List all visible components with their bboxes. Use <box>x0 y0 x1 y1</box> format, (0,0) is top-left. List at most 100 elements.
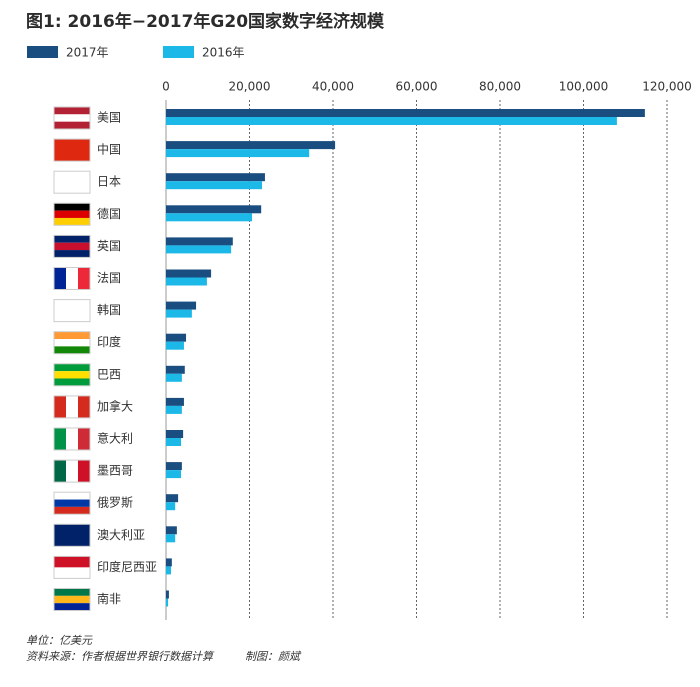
bar <box>166 205 262 214</box>
flag-stripe <box>54 107 90 115</box>
flag-stripe <box>66 460 78 483</box>
bar <box>166 373 182 382</box>
x-tick-label: 100,000 <box>559 80 609 94</box>
bar <box>166 181 263 190</box>
bar <box>166 534 176 543</box>
bar <box>166 526 177 535</box>
x-tick-label: 20,000 <box>229 80 271 94</box>
category-label: 英国 <box>97 239 121 253</box>
flag-stripe <box>54 346 90 354</box>
flag-stripe <box>54 267 66 290</box>
bar <box>166 470 182 479</box>
x-tick-label: 0 <box>162 80 170 94</box>
bar <box>166 245 232 254</box>
category-label: 墨西哥 <box>97 464 133 478</box>
bar <box>166 149 310 158</box>
bar <box>166 438 182 446</box>
bar <box>166 277 207 286</box>
bar <box>166 397 184 406</box>
flag-stripe <box>54 506 90 515</box>
bar <box>166 365 185 374</box>
bar <box>166 173 265 182</box>
legend-label: 2016年 <box>202 46 245 60</box>
flag-stripe <box>54 567 90 579</box>
flag-border <box>53 523 91 547</box>
flag-stripe <box>54 595 90 604</box>
bar <box>166 301 197 310</box>
flag-stripe <box>54 203 90 211</box>
bar <box>166 558 172 567</box>
x-tick-label: 60,000 <box>396 80 438 94</box>
flag-stripe <box>78 460 90 483</box>
flag-stripe <box>54 299 90 322</box>
category-label: 中国 <box>97 142 121 157</box>
x-tick-label: 40,000 <box>312 80 354 94</box>
bar <box>166 405 182 414</box>
flag-stripe <box>54 395 66 418</box>
bar <box>166 269 212 278</box>
unit-note: 单位：亿美元 <box>26 634 93 647</box>
bar <box>166 566 172 575</box>
flag-stripe <box>78 395 90 418</box>
flag-stripe <box>54 139 90 162</box>
flag-border <box>53 202 91 226</box>
category-label: 意大利 <box>97 431 133 446</box>
flag-border <box>53 427 91 451</box>
flag-border <box>53 363 91 387</box>
category-label: 加拿大 <box>97 398 133 413</box>
flag-stripe <box>54 250 90 258</box>
bar <box>166 430 184 438</box>
chart-title: 图1: 2016年−2017年G20国家数字经济规模 <box>26 11 385 32</box>
bar <box>166 590 169 599</box>
flag-stripe <box>54 499 90 507</box>
category-label: 美国 <box>97 111 121 125</box>
flag-stripe <box>54 492 90 500</box>
flag-stripe <box>54 524 90 547</box>
flag-stripe <box>66 267 78 290</box>
legend-swatch <box>27 46 58 58</box>
flag-stripe <box>78 428 90 450</box>
flag-stripe <box>54 339 90 347</box>
flag-stripe <box>54 217 90 226</box>
flag-border <box>53 138 91 162</box>
flag-stripe <box>54 556 90 568</box>
bar <box>166 494 179 503</box>
bar <box>166 117 617 125</box>
bar <box>166 333 187 342</box>
flag-border <box>53 267 91 290</box>
flag-border <box>53 234 91 258</box>
x-tick-label: 120,000 <box>642 80 692 94</box>
credit-note: 制图：颜斌 <box>245 650 302 663</box>
flag-stripe <box>54 242 90 251</box>
flag-border <box>53 299 91 323</box>
bar <box>166 309 192 318</box>
flag-border <box>53 588 91 611</box>
flag-stripe <box>54 428 66 450</box>
bar <box>166 341 184 350</box>
flag-stripe <box>54 460 66 483</box>
flag-border <box>53 491 91 515</box>
flag-stripe <box>54 588 90 596</box>
category-label: 俄罗斯 <box>97 496 133 510</box>
flag-border <box>53 170 91 194</box>
bar <box>166 237 233 246</box>
flag-border <box>53 555 91 579</box>
flag-border <box>53 395 91 419</box>
flag-stripe <box>54 114 90 122</box>
bar <box>166 109 645 117</box>
flag-stripe <box>66 395 78 418</box>
category-label: 法国 <box>97 271 121 285</box>
category-label: 日本 <box>97 175 121 189</box>
source-note: 资料来源：作者根据世界银行数据计算 <box>26 650 215 663</box>
category-label: 印度 <box>97 334 121 349</box>
flag-stripe <box>54 363 90 372</box>
category-label: 巴西 <box>97 367 121 381</box>
bar <box>166 502 176 511</box>
flag-stripe <box>54 371 90 379</box>
flag-stripe <box>78 267 90 290</box>
legend-label: 2017年 <box>66 46 109 60</box>
bar <box>166 141 336 150</box>
flag-stripe <box>54 603 90 611</box>
flag-stripe <box>54 121 90 129</box>
